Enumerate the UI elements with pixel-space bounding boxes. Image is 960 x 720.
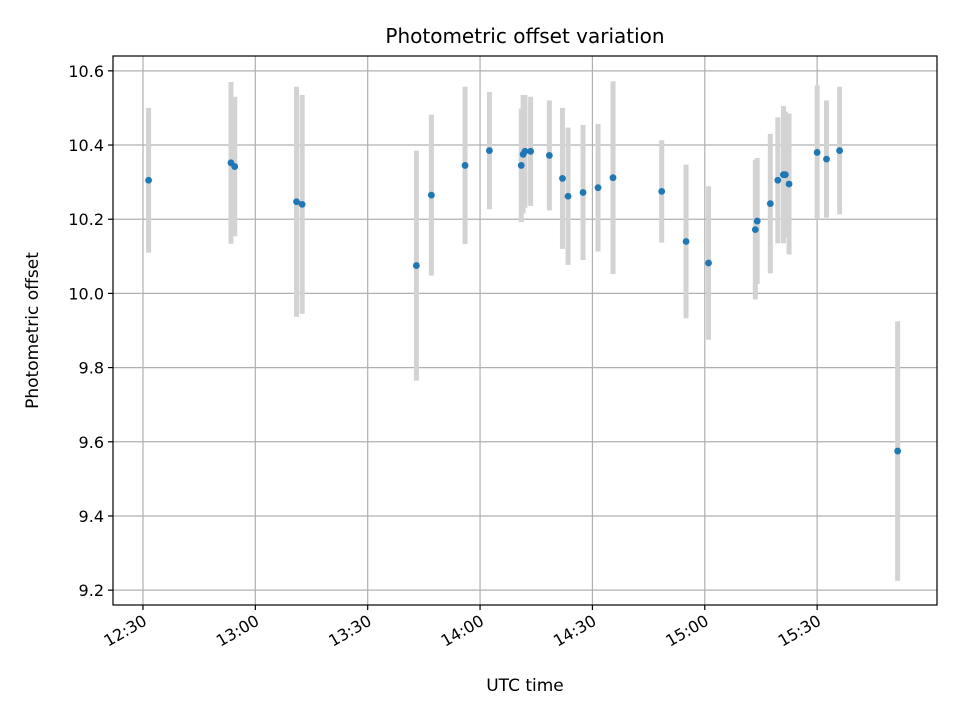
data-point-20 (682, 238, 690, 245)
data-point-22 (751, 226, 759, 234)
data-point-13 (545, 152, 553, 159)
y-axis-ticks: 9.2 9.4 9.6 9.8 10.0 10.2 10.4 10.6 (68, 62, 113, 600)
data-point-11 (521, 147, 529, 155)
y-tick-label: 10.4 (68, 136, 104, 155)
data-point-12 (527, 147, 535, 155)
y-tick-label: 10.0 (68, 284, 104, 303)
data-point-27 (781, 171, 789, 179)
data-point-23 (753, 217, 761, 225)
data-point-6 (427, 191, 435, 199)
y-tick-label: 9.4 (79, 507, 104, 526)
y-tick-label: 9.2 (79, 581, 104, 600)
data-point-30 (823, 155, 830, 163)
y-axis-label: Photometric offset (23, 252, 43, 409)
data-point-5 (412, 262, 420, 269)
data-point-18 (609, 174, 617, 182)
plot-area-frame (112, 55, 938, 606)
data-point-16 (579, 189, 587, 196)
data-point-24 (766, 200, 774, 208)
data-point-7 (461, 162, 469, 169)
data-point-9 (517, 162, 525, 169)
data-point-25 (774, 176, 782, 184)
x-axis-label: UTC time (486, 676, 564, 696)
data-point-17 (594, 184, 602, 192)
data-point-0 (145, 176, 152, 184)
data-point-32 (894, 447, 902, 455)
data-point-3 (293, 198, 300, 206)
data-point-31 (836, 147, 844, 154)
data-point-15 (564, 192, 572, 200)
data-point-21 (705, 259, 712, 267)
y-tick-label: 10.6 (68, 62, 104, 81)
data-point-29 (813, 149, 821, 156)
y-tick-label: 9.8 (79, 359, 104, 378)
data-point-28 (785, 180, 793, 188)
data-point-2 (231, 163, 239, 170)
y-tick-label: 10.2 (68, 210, 104, 229)
y-tick-label: 9.6 (79, 433, 104, 452)
data-point-19 (658, 187, 666, 195)
data-point-14 (559, 175, 566, 182)
data-point-4 (298, 200, 306, 208)
chart-title: Photometric offset variation (385, 24, 664, 48)
data-points (145, 147, 902, 455)
data-point-8 (486, 147, 493, 154)
